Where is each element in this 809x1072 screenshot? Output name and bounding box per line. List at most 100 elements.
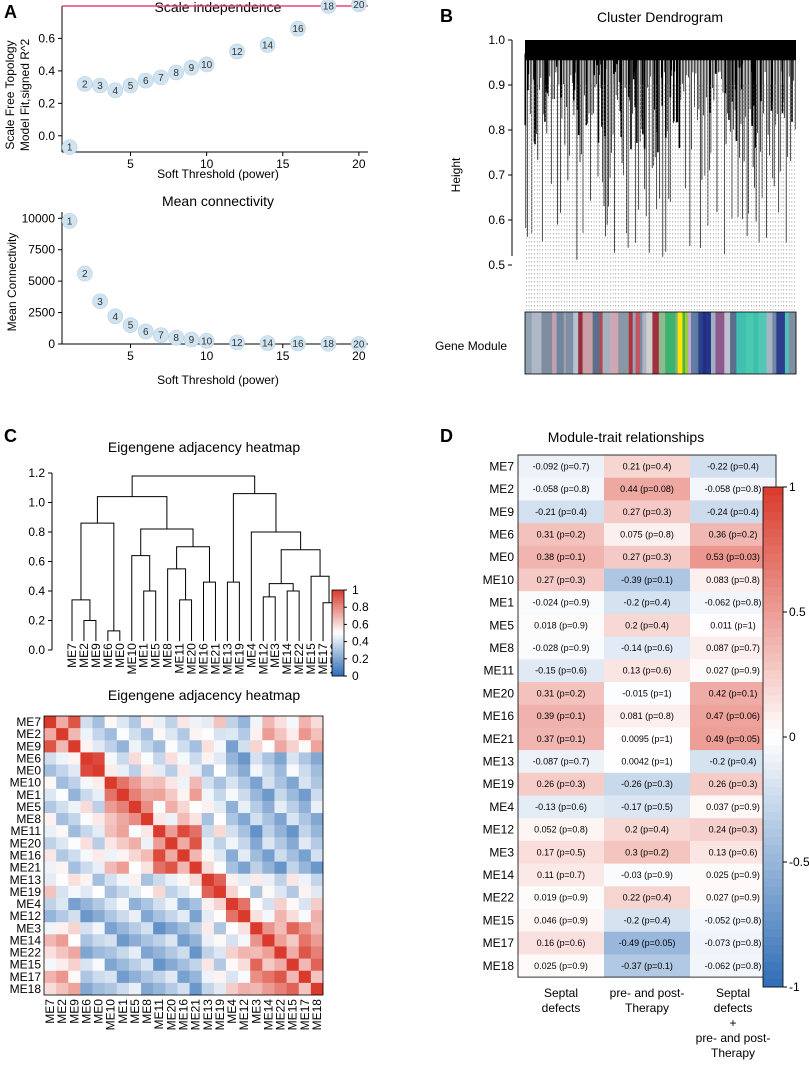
eigengene-heatmap-cell: [238, 946, 251, 959]
eigengene-heatmap-cell: [262, 970, 275, 984]
eigengene-heatmap-cell: [56, 849, 69, 862]
eigengene-heatmap-cell: [56, 813, 69, 826]
module-trait-cell-label: 0.083 (p=0.8): [706, 575, 760, 585]
module-trait-cell-label: -0.26 (p=0.3): [621, 779, 673, 789]
module-trait-cell-label: 0.44 (p=0.08): [620, 484, 674, 494]
eigengene-heatmap-cell: [116, 740, 130, 753]
module-trait-cell: [604, 659, 691, 683]
eigengene-heatmap-cell: [262, 849, 275, 862]
module-trait-cell: [604, 682, 691, 705]
cluster-dendrogram-y-tick-label: 1.0: [488, 33, 505, 47]
panel-letter-d: D: [440, 426, 453, 446]
eigengene-heatmap-cell: [286, 752, 300, 765]
eigengene-heatmap-cell: [56, 716, 69, 729]
eigengene-heatmap-cell: [286, 958, 300, 972]
eigengene-heatmap-col-label: ME2: [55, 999, 69, 1024]
eigengene-heatmap-col-label: ME15: [286, 999, 300, 1031]
eigengene-heatmap-cell: [128, 740, 142, 753]
eigengene-heatmap-cell: [153, 861, 166, 874]
eigengene-heatmap-cell: [298, 740, 312, 753]
eigengene-heatmap-cell: [68, 873, 81, 887]
eigengene-heatmap-cell: [165, 764, 178, 777]
module-trait-colorbar-segment: [763, 945, 783, 954]
module-trait-cell-label: 0.2 (p=0.4): [625, 620, 669, 630]
eigengene-colorbar-tick-label: 0.6: [352, 617, 369, 631]
eigengene-heatmap-cell: [250, 752, 263, 765]
eigengene-colorbar-segment: [332, 630, 344, 634]
eigengene-heatmap-cell: [44, 958, 57, 972]
eigengene-heatmap-cell: [44, 885, 57, 899]
eigengene-dendrogram-leaf-label: ME7: [65, 643, 79, 668]
module-trait-cell-label: -0.21 (p=0.4): [535, 507, 587, 517]
eigengene-heatmap-cell: [177, 934, 190, 947]
eigengene-heatmap-cell: [177, 740, 190, 753]
module-trait-colorbar-segment: [763, 562, 783, 571]
eigengene-heatmap-cell: [177, 728, 190, 741]
eigengene-dendrogram-leaf-label: ME14: [280, 643, 294, 675]
eigengene-heatmap-cell: [201, 813, 215, 826]
eigengene-heatmap-row-label: ME0: [16, 764, 41, 778]
gene-module-color-segment: [715, 312, 725, 374]
eigengene-heatmap-cell: [44, 861, 57, 874]
eigengene-heatmap-cell: [116, 728, 130, 741]
eigengene-dendrogram-leaf-label: ME22: [292, 643, 306, 675]
module-trait-row-label: ME7: [489, 459, 514, 473]
module-trait-row-label: ME3: [489, 845, 514, 859]
module-trait-cell: [604, 750, 691, 774]
module-trait-colorbar-segment: [763, 745, 783, 754]
module-trait-cell: [690, 818, 777, 842]
eigengene-heatmap-cell: [213, 861, 227, 874]
eigengene-dendrogram-y-tick-label: 0.8: [28, 525, 45, 539]
mean-connectivity-point: [259, 335, 276, 351]
eigengene-dendrogram-y-tick-label: 0.6: [28, 555, 45, 569]
scale-independence-point-label: 7: [158, 73, 164, 84]
eigengene-heatmap-cell: [80, 788, 93, 802]
eigengene-heatmap-cell: [141, 970, 154, 984]
module-trait-cell-label: 0.11 (p=0.7): [537, 870, 585, 880]
eigengene-heatmap-cell: [189, 897, 202, 911]
mean-connectivity-point: [320, 335, 337, 352]
eigengene-heatmap-cell: [92, 934, 105, 947]
eigengene-heatmap-cell: [298, 752, 312, 765]
eigengene-heatmap-cell: [104, 788, 118, 802]
eigengene-heatmap-cell: [128, 970, 142, 984]
module-trait-cell-label: 0.27 (p=0.3): [623, 507, 672, 517]
eigengene-heatmap-cell: [56, 740, 69, 753]
eigengene-heatmap-cell: [80, 861, 93, 874]
scale-independence-point: [168, 64, 184, 81]
module-trait-cell-label: 0.31 (p=0.2): [537, 529, 586, 539]
eigengene-heatmap-cell: [274, 764, 287, 777]
gene-module-color-segment: [642, 312, 647, 374]
mean-connectivity-x-tick-label: 20: [352, 349, 366, 363]
eigengene-heatmap-col-label: ME20: [164, 999, 178, 1031]
eigengene-heatmap-cell: [310, 752, 324, 765]
module-trait-cell-label: 0.3 (p=0.2): [625, 847, 669, 857]
eigengene-heatmap-cell: [238, 885, 251, 899]
module-trait-colorbar-segment: [763, 512, 783, 521]
scale-independence-y-tick-label: 0.4: [38, 64, 55, 78]
eigengene-heatmap-cell: [68, 934, 81, 947]
scale-independence-point: [61, 139, 78, 155]
eigengene-dendrogram-y-tick-label: 0.2: [28, 614, 45, 628]
module-trait-colorbar-segment: [763, 837, 783, 846]
eigengene-heatmap-cell: [80, 946, 93, 959]
eigengene-heatmap-cell: [213, 728, 227, 741]
eigengene-heatmap-cell: [298, 958, 312, 972]
eigengene-heatmap-row-label: ME1: [16, 788, 41, 802]
gene-module-color-segment: [724, 312, 731, 374]
eigengene-heatmap-cell: [201, 764, 215, 777]
eigengene-heatmap-cell: [92, 776, 105, 790]
eigengene-heatmap-cell: [104, 885, 118, 899]
eigengene-heatmap-cell: [165, 910, 178, 923]
eigengene-heatmap-cell: [177, 813, 190, 826]
eigengene-colorbar-segment: [332, 648, 344, 651]
module-trait-cell-label: -0.03 (p=0.9): [621, 870, 673, 880]
eigengene-heatmap-cell: [298, 861, 312, 874]
module-trait-cell-label: -0.15 (p=0.6): [535, 666, 587, 676]
eigengene-heatmap-cell: [68, 800, 81, 814]
module-trait-cell-label: -0.058 (p=0.8): [533, 484, 590, 494]
eigengene-colorbar-segment: [332, 628, 344, 632]
gene-module-color-segment: [541, 312, 553, 374]
eigengene-heatmap-cell: [310, 910, 324, 923]
